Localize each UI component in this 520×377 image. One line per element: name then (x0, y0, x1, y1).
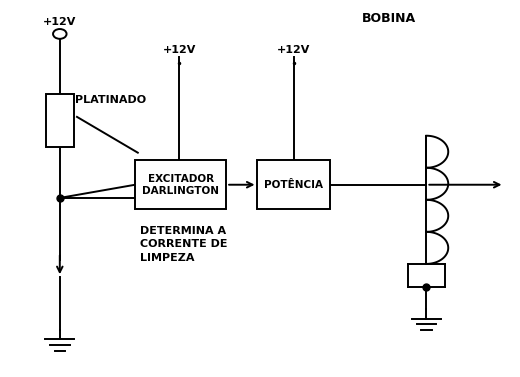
Text: PLATINADO: PLATINADO (75, 95, 147, 105)
Text: +12V: +12V (277, 44, 310, 55)
Text: POTÊNCIA: POTÊNCIA (264, 180, 323, 190)
Text: EXCITADOR
DARLINGTON: EXCITADOR DARLINGTON (142, 173, 219, 196)
Text: +12V: +12V (43, 17, 76, 27)
Bar (257, 160, 330, 209)
Text: +12V: +12V (163, 44, 196, 55)
Text: DETERMINA A
CORRENTE DE
LIMPEZA: DETERMINA A CORRENTE DE LIMPEZA (140, 226, 228, 263)
Text: BOBINA: BOBINA (361, 12, 415, 25)
Bar (135, 160, 226, 209)
Bar (46, 94, 74, 147)
